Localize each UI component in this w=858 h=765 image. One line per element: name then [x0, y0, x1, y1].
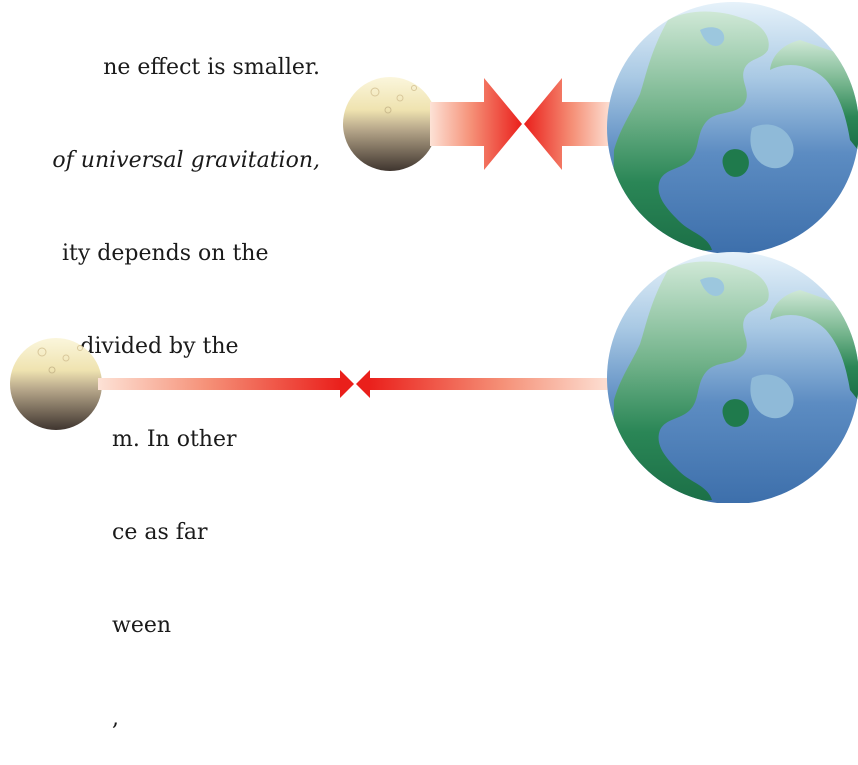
force-arrow-earth-to-moon-small — [356, 370, 612, 398]
text-line-7: ween — [112, 613, 172, 638]
force-arrow-earth-to-moon-large — [524, 78, 612, 170]
earth-far-continents — [612, 261, 858, 503]
text-line-2: of universal gravitation, — [0, 145, 320, 176]
text-line-3: ity depends on the — [62, 241, 269, 266]
force-arrow-moon-to-earth-large — [430, 78, 522, 170]
text-line-6: ce as far — [112, 520, 208, 545]
earth-near-continents — [612, 11, 858, 254]
body-text: ne effect is smaller. of universal gravi… — [0, 0, 320, 765]
far-panel — [10, 252, 858, 503]
earth-far — [607, 252, 858, 503]
text-italic-prefix: of — [52, 148, 81, 173]
near-panel — [343, 2, 858, 254]
text-line-5: m. In other — [112, 427, 237, 452]
force-arrow-moon-to-earth-small — [98, 370, 354, 398]
moon-far — [10, 338, 102, 430]
text-italic-phrase: universal gravitation, — [80, 148, 320, 173]
earth-near — [607, 2, 858, 254]
gravitation-diagram — [10, 2, 858, 503]
text-line-1: ne effect is smaller. — [103, 55, 320, 80]
text-line-8: , — [112, 706, 119, 731]
moon-near — [343, 77, 437, 171]
